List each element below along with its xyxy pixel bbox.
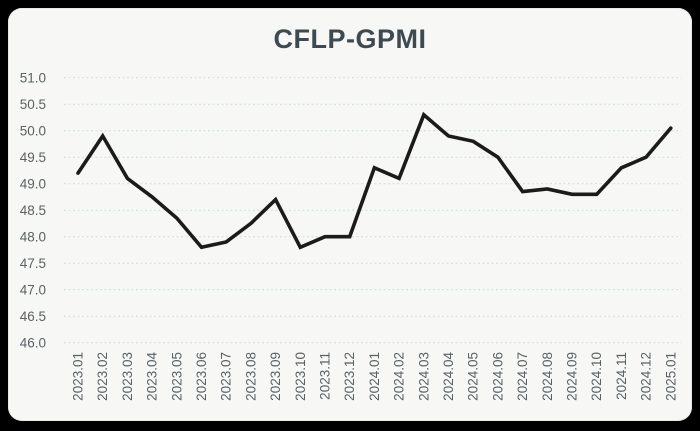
x-tick-label: 2024.04 (441, 352, 456, 401)
x-tick-label: 2023.07 (219, 352, 234, 401)
x-tick-label: 2024.09 (565, 352, 580, 401)
y-tick-label: 49.0 (20, 176, 46, 191)
y-tick-label: 46.5 (20, 309, 46, 324)
x-tick-label: 2024.08 (540, 352, 555, 401)
x-tick-label: 2023.09 (268, 352, 283, 401)
y-tick-label: 46.0 (20, 335, 46, 350)
x-tick-label: 2023.05 (169, 352, 184, 401)
y-tick-label: 51.0 (20, 70, 46, 85)
x-tick-label: 2024.07 (515, 352, 530, 401)
x-tick-label: 2024.10 (589, 352, 604, 401)
x-tick-label: 2024.11 (614, 352, 629, 400)
y-tick-label: 48.0 (20, 229, 46, 244)
x-tick-label: 2023.08 (243, 352, 258, 401)
y-tick-label: 47.0 (20, 282, 46, 297)
x-tick-label: 2024.05 (466, 352, 481, 401)
chart-title: CFLP-GPMI (273, 24, 427, 54)
x-tick-label: 2024.06 (490, 352, 505, 401)
x-tick-label: 2023.02 (95, 352, 110, 401)
x-tick-label: 2023.10 (293, 352, 308, 401)
x-tick-label: 2023.01 (71, 352, 86, 401)
x-tick-label: 2023.03 (120, 352, 135, 401)
y-tick-label: 50.0 (20, 123, 46, 138)
x-tick-label: 2023.12 (342, 352, 357, 401)
x-tick-label: 2024.02 (392, 352, 407, 401)
x-tick-label: 2024.12 (639, 352, 654, 401)
x-tick-label: 2023.04 (145, 352, 160, 401)
y-tick-label: 48.5 (20, 203, 46, 218)
x-tick-label: 2023.06 (194, 352, 209, 401)
data-line (76, 111, 673, 250)
y-tick-label: 49.5 (20, 150, 46, 165)
y-tick-label: 47.5 (20, 256, 46, 271)
x-tick-label: 2023.11 (318, 352, 333, 400)
chart-card: CFLP-GPMI (8, 8, 692, 421)
x-tick-label: 2024.01 (367, 352, 382, 401)
y-tick-label: 50.5 (20, 97, 46, 112)
x-tick-label: 2025.01 (663, 352, 678, 401)
x-tick-label: 2024.03 (416, 352, 431, 401)
